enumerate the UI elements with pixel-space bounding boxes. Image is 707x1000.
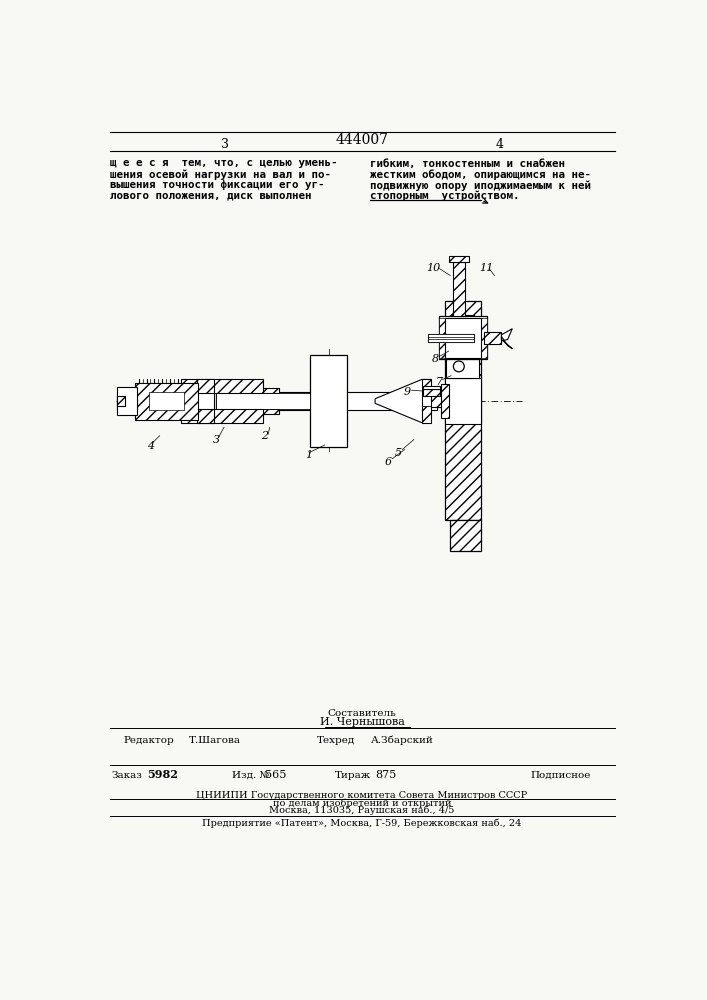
Text: Тираж: Тираж	[335, 771, 371, 780]
Bar	[445, 318, 481, 358]
Text: гибким, тонкостенным и снабжен: гибким, тонкостенным и снабжен	[370, 158, 565, 168]
Text: вышения точности фиксации его уг-: вышения точности фиксации его уг-	[110, 180, 325, 190]
Bar	[117, 392, 137, 410]
Text: Москва, 113035, Раушская наб., 4/5: Москва, 113035, Раушская наб., 4/5	[269, 806, 455, 815]
Bar	[182, 409, 263, 423]
Bar	[421, 379, 431, 423]
Text: 6: 6	[385, 457, 392, 467]
Polygon shape	[501, 336, 513, 349]
Text: 3: 3	[213, 435, 220, 445]
Text: стопорным  устройством.: стопорным устройством.	[370, 191, 519, 201]
Polygon shape	[375, 379, 431, 423]
Bar	[117, 387, 137, 415]
Bar	[421, 396, 437, 406]
Bar	[117, 396, 125, 406]
Text: Редактор: Редактор	[123, 736, 174, 745]
Bar	[197, 393, 214, 409]
Text: 1: 1	[305, 450, 312, 460]
Text: 4: 4	[495, 138, 503, 151]
Bar	[484, 332, 501, 344]
Bar	[451, 315, 474, 321]
Text: Предприятие «Патент», Москва, Г-59, Бережковская наб., 24: Предприятие «Патент», Москва, Г-59, Бере…	[202, 819, 522, 828]
Text: щ е е с я  тем, что, с целью умень-: щ е е с я тем, что, с целью умень-	[110, 158, 337, 168]
Bar	[451, 321, 474, 341]
Text: шения осевой нагрузки на вал и по-: шения осевой нагрузки на вал и по-	[110, 169, 331, 180]
Text: 444007: 444007	[336, 133, 389, 147]
Bar	[257, 393, 279, 409]
Text: И. Чернышова: И. Чернышова	[320, 717, 404, 727]
Text: 11: 11	[479, 263, 493, 273]
Text: Техред: Техред	[317, 736, 355, 745]
Bar	[428, 334, 474, 337]
Bar	[438, 318, 486, 358]
Bar	[438, 316, 486, 359]
Text: Подписное: Подписное	[530, 771, 590, 780]
Bar	[310, 355, 347, 447]
Bar	[445, 301, 481, 520]
Bar	[446, 359, 479, 378]
Text: лового положения, диск выполнен: лового положения, диск выполнен	[110, 191, 312, 201]
Bar	[216, 393, 310, 409]
Bar	[428, 334, 474, 342]
Text: 5: 5	[395, 448, 402, 458]
Text: ЦНИИПИ Государственного комитета Совета Министров СССР: ЦНИИПИ Государственного комитета Совета …	[197, 791, 527, 800]
Text: А.Збарский: А.Збарский	[371, 736, 434, 745]
Text: Составитель: Составитель	[327, 709, 397, 718]
Bar	[216, 392, 437, 410]
Bar	[257, 388, 279, 414]
Text: Заказ: Заказ	[112, 771, 143, 780]
Bar	[135, 383, 199, 420]
Text: 565: 565	[265, 770, 286, 780]
Bar	[448, 347, 478, 361]
Text: подвижную опору иподжимаемым к ней: подвижную опору иподжимаемым к ней	[370, 180, 591, 191]
Bar	[449, 256, 469, 262]
Text: 4: 4	[147, 441, 154, 451]
Bar	[448, 341, 478, 347]
Bar	[441, 384, 449, 418]
Text: Изд. №: Изд. №	[232, 771, 269, 780]
Bar	[197, 379, 214, 423]
Bar	[450, 520, 481, 551]
Bar	[423, 389, 440, 396]
Text: Т.Шагова: Т.Шагова	[189, 736, 241, 745]
Bar	[431, 395, 445, 407]
Text: 2: 2	[261, 431, 268, 441]
Text: жестким ободом, опирающимся на не-: жестким ободом, опирающимся на не-	[370, 169, 591, 180]
Text: 8: 8	[432, 354, 439, 364]
Polygon shape	[501, 329, 513, 341]
Text: 3: 3	[221, 138, 229, 151]
Bar	[182, 379, 263, 393]
Text: 9: 9	[404, 387, 411, 397]
Text: по делам изобретений и открытий: по делам изобретений и открытий	[273, 798, 451, 808]
Bar	[149, 392, 185, 410]
Text: 10: 10	[426, 263, 440, 273]
Text: 5982: 5982	[147, 769, 178, 780]
Bar	[428, 339, 474, 342]
Bar	[423, 386, 440, 389]
Text: 875: 875	[375, 770, 397, 780]
Bar	[452, 262, 465, 316]
Text: 7: 7	[436, 377, 443, 387]
Bar	[445, 378, 481, 424]
